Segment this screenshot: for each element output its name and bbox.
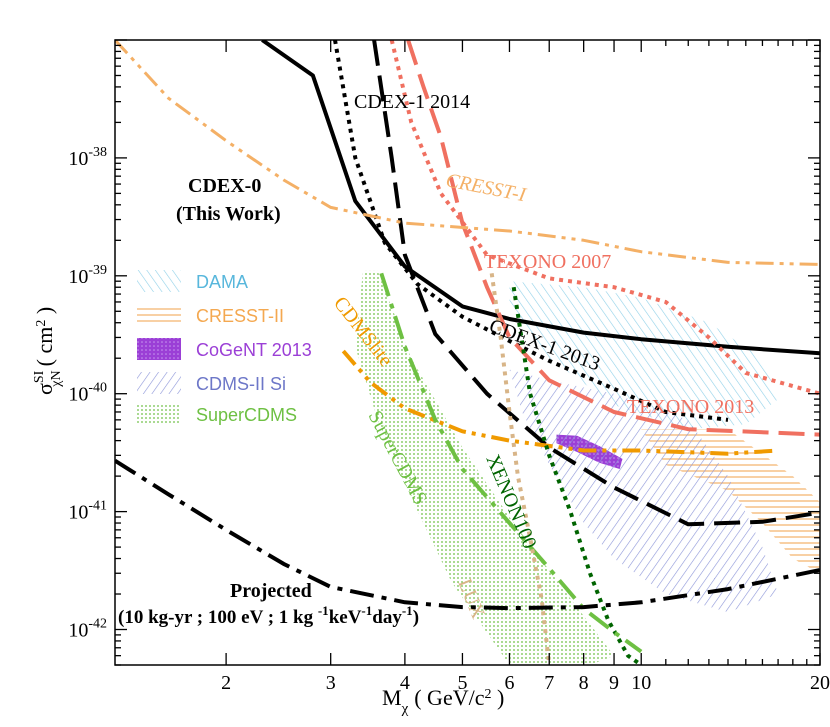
legend-swatch-supercdms bbox=[137, 403, 181, 425]
curve-cdex-0-this-work bbox=[261, 40, 820, 356]
signal-regions bbox=[355, 270, 820, 665]
legend-swatch-cogent bbox=[137, 338, 181, 360]
legend-label-supercdms: SuperCDMS bbox=[196, 405, 297, 425]
y-tick-label--41: 10-41 bbox=[68, 499, 107, 524]
x-tick-label-6: 6 bbox=[504, 672, 514, 694]
legend: DAMA CRESST-II CoGeNT 2013 CDMS-II Si Su… bbox=[137, 270, 312, 425]
x-tick-label-3: 3 bbox=[326, 672, 336, 694]
curve-texono-2007 bbox=[389, 40, 820, 396]
axis-ticks bbox=[115, 39, 821, 666]
region-dama bbox=[509, 281, 779, 430]
legend-item-supercdms: SuperCDMS bbox=[137, 403, 297, 425]
y-tick-label--42: 10-42 bbox=[68, 617, 107, 642]
region-cdms-ii-si bbox=[509, 369, 779, 613]
legend-item-cresst-ii: CRESST-II bbox=[137, 304, 284, 326]
x-tick-label-8: 8 bbox=[579, 672, 589, 694]
x-tick-label-10: 10 bbox=[631, 672, 651, 694]
x-tick-label-5: 5 bbox=[457, 672, 467, 694]
y-axis-title: σSI χN( cm2 ) bbox=[32, 307, 64, 395]
legend-label-cogent: CoGeNT 2013 bbox=[196, 340, 312, 360]
x-tick-label-4: 4 bbox=[400, 672, 410, 694]
legend-item-cdms-ii-si: CDMS-II Si bbox=[137, 372, 286, 394]
curve-cdmslite bbox=[341, 349, 779, 456]
y-tick-label--38: 10-38 bbox=[68, 145, 107, 170]
curve-xenon100 bbox=[511, 286, 643, 665]
label-cdex0: CDEX-0 bbox=[188, 175, 261, 197]
x-tick-label-20: 20 bbox=[810, 672, 830, 694]
curve-texono-2013 bbox=[406, 40, 820, 437]
legend-swatch-cresst-ii bbox=[137, 304, 181, 326]
label-projected-params: (10 kg-yr ; 100 eV ; 1 kg -1keV-1day-1) bbox=[118, 603, 419, 628]
legend-label-cresst-ii: CRESST-II bbox=[196, 306, 284, 326]
curve-lux bbox=[489, 273, 552, 665]
y-tick-label--40: 10-40 bbox=[68, 381, 107, 406]
x-tick-label-7: 7 bbox=[544, 672, 554, 694]
x-axis-title: Mχ( GeV/c2 ) bbox=[382, 685, 504, 717]
curve-cdex-1-2013 bbox=[333, 40, 729, 422]
label-cdex1-2014: CDEX-1 2014 bbox=[354, 91, 470, 113]
label-texono-2007: TEXONO 2007 bbox=[484, 251, 611, 273]
plot-frame bbox=[114, 39, 821, 666]
x-tick-label-2: 2 bbox=[221, 672, 231, 694]
curve-cdex-1-2014 bbox=[372, 40, 820, 527]
legend-swatch-dama bbox=[137, 270, 181, 292]
curve-cresst-i bbox=[115, 40, 820, 266]
y-tick-labels: 10-38 10-39 10-40 10-41 10-42 bbox=[68, 145, 107, 642]
x-tick-label-9: 9 bbox=[609, 672, 619, 694]
limit-curves bbox=[115, 40, 820, 665]
legend-label-cdms-ii-si: CDMS-II Si bbox=[196, 374, 286, 394]
legend-swatch-cdms-ii-si bbox=[137, 372, 181, 394]
legend-item-cogent: CoGeNT 2013 bbox=[137, 338, 312, 360]
legend-item-dama: DAMA bbox=[137, 270, 248, 292]
y-tick-label--39: 10-39 bbox=[68, 263, 107, 288]
x-tick-labels: 2 3 4 5 6 7 8 9 10 20 bbox=[221, 672, 830, 694]
label-texono-2013: TEXONO 2013 bbox=[627, 396, 754, 418]
label-cdex0-this-work: (This Work) bbox=[176, 203, 281, 225]
region-supercdms bbox=[355, 270, 614, 665]
legend-label-dama: DAMA bbox=[196, 272, 248, 292]
curve-supercdms bbox=[379, 272, 643, 654]
label-projected: Projected bbox=[230, 580, 312, 602]
